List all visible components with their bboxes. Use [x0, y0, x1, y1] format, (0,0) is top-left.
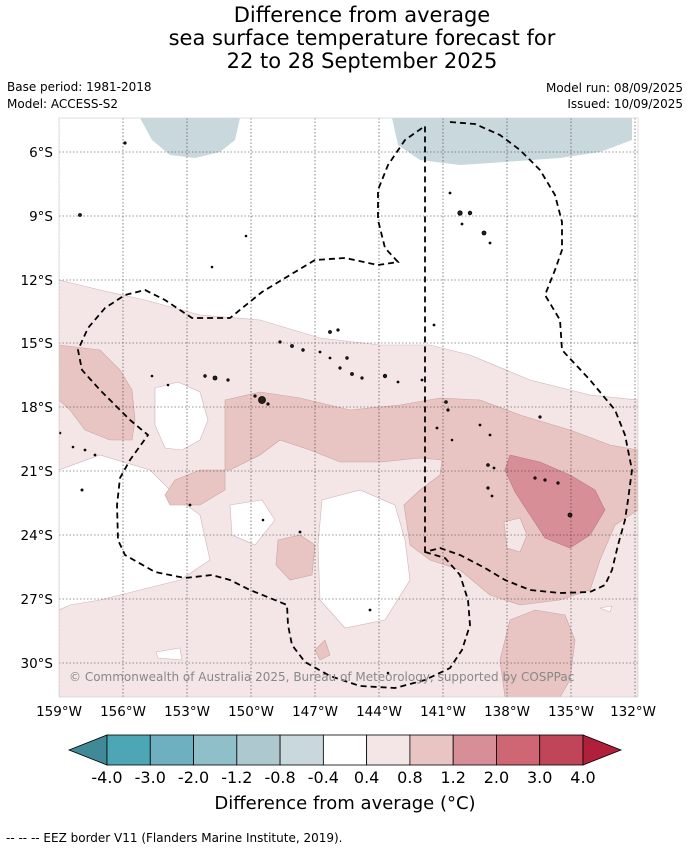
neutral-region	[317, 489, 411, 629]
eez-footnote: -- -- -- EEZ border V11 (Flanders Marine…	[6, 831, 343, 845]
anomaly-field	[59, 118, 638, 697]
chart-title: Difference from average sea surface temp…	[0, 4, 690, 73]
colorbar-swatch	[279, 734, 324, 766]
colorbar-tick-label: -3.0	[135, 768, 166, 787]
colorbar-tick-label: 0.4	[354, 768, 379, 787]
title-line-1: Difference from average	[233, 3, 491, 27]
colorbar-swatch	[539, 734, 584, 766]
lon-label: 156°W	[100, 704, 146, 720]
neutral-region	[229, 499, 276, 546]
latitude-labels: 6°S 9°S 12°S 15°S 18°S 21°S 24°S 27°S 30…	[21, 145, 54, 672]
lat-label: 18°S	[21, 400, 54, 416]
colorbar-tick-labels: -4.0 -3.0 -2.0 -1.2 -0.8 -0.4 0.4 0.8 1.2 2.0 3.0 4…	[91, 768, 595, 787]
colorbar-tick-label: 2.0	[484, 768, 509, 787]
lon-label: 132°W	[610, 704, 656, 720]
lon-label: 150°W	[228, 704, 274, 720]
lon-label: 144°W	[356, 704, 402, 720]
lat-label: 6°S	[29, 145, 53, 161]
lat-label: 30°S	[21, 656, 54, 672]
colorbar-tick-label: 3.0	[527, 768, 552, 787]
colorbar-tick-label: -2.0	[178, 768, 209, 787]
lat-label: 24°S	[21, 528, 54, 544]
lat-label: 27°S	[21, 592, 54, 608]
base-period: Base period: 1981-2018	[7, 80, 152, 94]
anomaly-region-0.8-1.2	[275, 534, 316, 581]
copyright-text: © Commonwealth of Australia 2025, Bureau…	[69, 670, 574, 684]
colorbar-swatch	[236, 734, 281, 766]
longitude-labels: 159°W 156°W 153°W 150°W 147°W 144°W 141°…	[36, 704, 656, 720]
colorbar-swatch	[366, 734, 411, 766]
colorbar-tick-label: -0.8	[264, 768, 295, 787]
lon-label: 138°W	[484, 704, 530, 720]
colorbar-tick-label: 0.8	[397, 768, 422, 787]
lat-label: 21°S	[21, 464, 54, 480]
colorbar	[67, 734, 623, 766]
colorbar-tick-label: 4.0	[570, 768, 595, 787]
model-name: Model: ACCESS-S2	[7, 97, 119, 111]
anomaly-region-neg-0.4	[140, 118, 240, 158]
neutral-region	[154, 381, 209, 451]
anomaly-region-0.8-1.2	[499, 609, 576, 697]
neutral-region	[598, 605, 613, 613]
colorbar-title: Difference from average (°C)	[214, 793, 476, 814]
lat-label: 9°S	[29, 209, 53, 225]
model-run: Model run: 08/09/2025	[545, 81, 683, 95]
colorbar-swatch	[193, 734, 238, 766]
islands	[59, 141, 573, 675]
colorbar-swatch	[496, 734, 541, 766]
colorbar-extend-high	[582, 734, 623, 766]
colorbar-swatch	[322, 734, 368, 766]
lon-label: 159°W	[36, 704, 82, 720]
issued-date: Issued: 10/09/2025	[567, 97, 683, 111]
anomaly-region-0.8-1.2	[314, 639, 331, 661]
eez-border	[77, 121, 633, 689]
colorbar-tick-label: 1.2	[440, 768, 465, 787]
anomaly-region-0.8-1.2	[59, 344, 136, 441]
lon-label: 135°W	[548, 704, 594, 720]
colorbar-swatch	[106, 734, 151, 766]
lon-label: 147°W	[292, 704, 338, 720]
lon-label: 141°W	[420, 704, 466, 720]
colorbar-extend-low	[67, 734, 108, 766]
lon-label: 153°W	[164, 704, 210, 720]
lat-label: 15°S	[21, 336, 54, 352]
colorbar-swatch	[149, 734, 194, 766]
colorbar-tick-label: -4.0	[91, 768, 122, 787]
colorbar-swatch	[452, 734, 497, 766]
lat-label: 12°S	[21, 273, 54, 289]
anomaly-region-neg-0.4	[392, 118, 632, 165]
map-frame	[58, 117, 639, 698]
title-line-2: sea surface temperature forecast for	[168, 26, 556, 50]
colorbar-swatch	[409, 734, 454, 766]
neutral-region	[155, 647, 183, 661]
colorbar-tick-label: -0.4	[308, 768, 339, 787]
colorbar-tick-label: -1.2	[221, 768, 252, 787]
anomaly-region-1.2-2.0	[504, 454, 606, 549]
title-line-3: 22 to 28 September 2025	[226, 49, 498, 73]
